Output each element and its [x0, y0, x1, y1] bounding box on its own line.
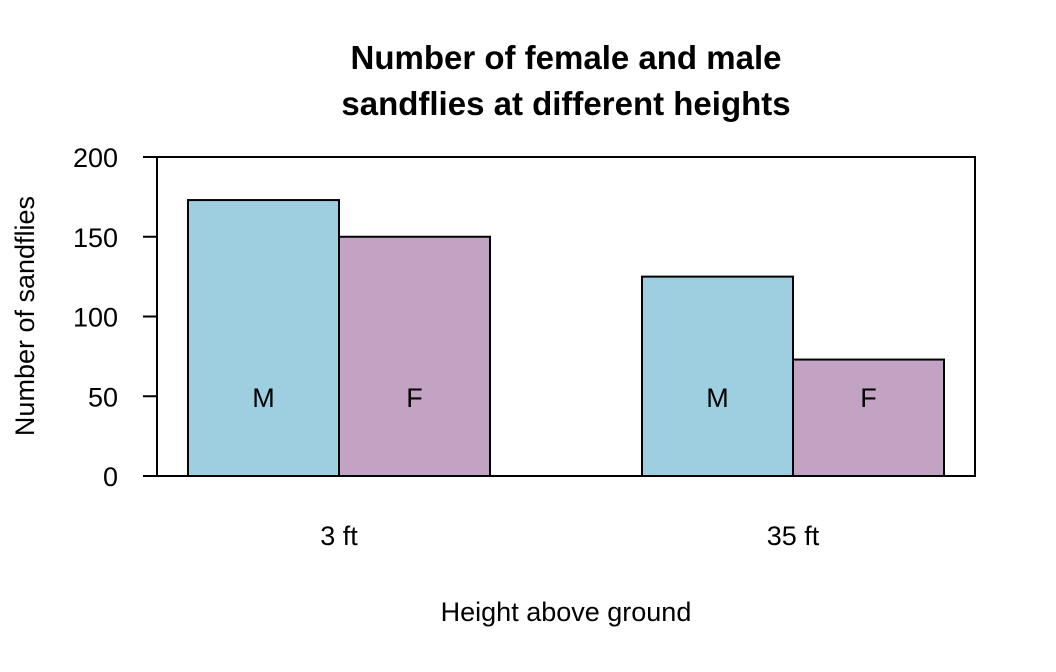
y-tick-label-100: 100 [73, 303, 118, 333]
chart-title-line-2: sandflies at different heights [341, 85, 790, 122]
x-axis-labels: 3 ft 35 ft [320, 521, 820, 551]
x-tick-label-1: 35 ft [767, 521, 820, 551]
x-axis-label: Height above ground [441, 597, 692, 627]
bar-m-0 [187, 199, 340, 477]
y-tick-label-200: 200 [73, 143, 118, 173]
y-tick-label-50: 50 [88, 382, 118, 412]
bar-label-m-1: M [706, 383, 729, 413]
chart-title-line-1: Number of female and male [351, 39, 782, 76]
plot-frame [156, 156, 976, 477]
y-tick-label-0: 0 [103, 462, 118, 492]
y-axis: 0 50 100 150 200 [73, 143, 158, 492]
bars-group [187, 199, 945, 477]
bar-m-1 [641, 275, 794, 477]
y-tick-label-150: 150 [73, 223, 118, 253]
bar-label-m-0: M [252, 383, 275, 413]
bar-f-0 [338, 235, 491, 477]
x-tick-label-0: 3 ft [320, 521, 358, 551]
bar-label-f-0: F [406, 383, 423, 413]
bar-f-1 [792, 358, 945, 477]
y-axis-label: Number of sandflies [10, 196, 40, 436]
bar-label-f-1: F [860, 383, 877, 413]
